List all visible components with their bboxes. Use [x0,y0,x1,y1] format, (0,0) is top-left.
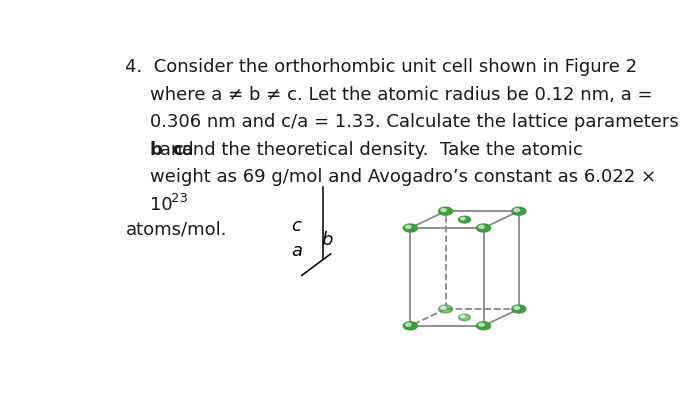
Circle shape [405,323,411,326]
Circle shape [438,305,453,313]
Text: 23: 23 [171,192,188,205]
Text: c: c [291,218,301,235]
Circle shape [438,207,453,215]
Text: 10: 10 [150,196,172,214]
Text: 0.306 nm and c/a = 1.33. Calculate the lattice parameters: 0.306 nm and c/a = 1.33. Calculate the l… [150,114,678,131]
Text: c: c [172,141,183,159]
Text: and the theoretical density.  Take the atomic: and the theoretical density. Take the at… [176,141,582,159]
Circle shape [477,322,491,330]
Text: atoms/mol.: atoms/mol. [125,220,227,238]
Circle shape [461,218,465,220]
Circle shape [512,207,526,215]
Circle shape [441,208,447,212]
Circle shape [514,306,519,309]
Text: and: and [153,141,199,159]
Text: b: b [321,231,333,249]
Text: weight as 69 g/mol and Avogadro’s constant as 6.022 ×: weight as 69 g/mol and Avogadro’s consta… [150,168,656,186]
Circle shape [458,314,470,321]
Circle shape [403,224,417,232]
Circle shape [479,225,484,228]
Text: b: b [150,141,163,159]
Circle shape [461,315,465,318]
Text: where a ≠ b ≠ c. Let the atomic radius be 0.12 nm, a =: where a ≠ b ≠ c. Let the atomic radius b… [150,86,652,104]
Circle shape [403,322,417,330]
Text: 4.  Consider the orthorhombic unit cell shown in Figure 2: 4. Consider the orthorhombic unit cell s… [125,58,638,76]
Circle shape [405,225,411,228]
Circle shape [441,306,447,309]
Circle shape [477,224,491,232]
Circle shape [512,305,526,313]
Circle shape [479,323,484,326]
Text: a: a [291,242,302,260]
Circle shape [514,208,519,212]
Circle shape [458,216,470,223]
